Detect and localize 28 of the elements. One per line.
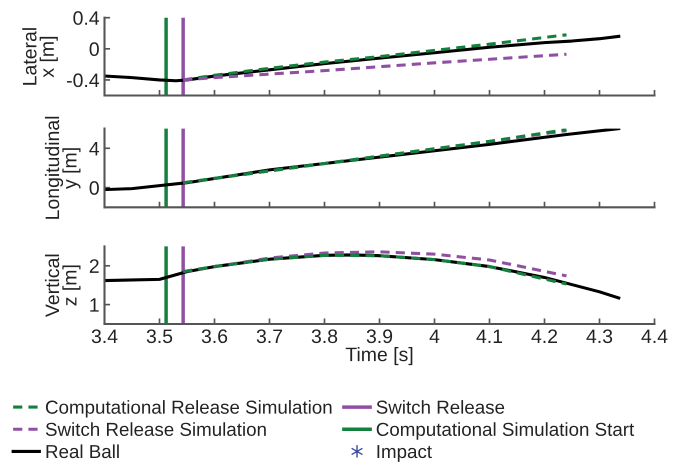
legend-label: Switch Release bbox=[376, 400, 504, 414]
x-tick-label: 4.1 bbox=[476, 330, 502, 343]
y-tick-label: 1 bbox=[90, 298, 99, 312]
y-axis-title: Vertical z [m] bbox=[44, 254, 80, 317]
x-tick-label: 4.3 bbox=[586, 329, 612, 344]
legend-label: Switch Release Simulation bbox=[46, 422, 266, 436]
legend-label: Computational Release Simulation bbox=[46, 400, 332, 418]
x-tick-label: 3.4 bbox=[92, 329, 118, 344]
x-tick-label: 3.7 bbox=[256, 329, 282, 344]
y-axis-title: Lateral x [m] bbox=[22, 28, 58, 85]
y-tick-label: 0.4 bbox=[73, 11, 100, 25]
x-tick-label: 3.5 bbox=[146, 329, 172, 344]
y-tick-label: 0 bbox=[90, 42, 99, 56]
y-tick-label: 2 bbox=[90, 259, 99, 273]
x-axis-title: Time [s] bbox=[346, 346, 412, 366]
x-tick-label: 3.6 bbox=[202, 329, 228, 344]
legend-label: Computational Simulation Start bbox=[376, 422, 634, 440]
x-tick-label: 4 bbox=[430, 330, 440, 343]
x-tick-label: 3.8 bbox=[312, 329, 338, 344]
y-axis-title: Longitudinal y [m] bbox=[44, 116, 80, 219]
y-tick-label: 4 bbox=[89, 142, 100, 156]
legend-label: Impact bbox=[378, 445, 432, 462]
x-tick-label: 3.9 bbox=[366, 329, 392, 344]
y-tick-label: 0 bbox=[90, 181, 99, 195]
x-tick-label: 4.4 bbox=[641, 330, 668, 343]
x-tick-label: 4.2 bbox=[531, 329, 558, 343]
y-tick-label: -0.4 bbox=[67, 73, 100, 88]
legend-label: Real Ball bbox=[46, 444, 119, 458]
